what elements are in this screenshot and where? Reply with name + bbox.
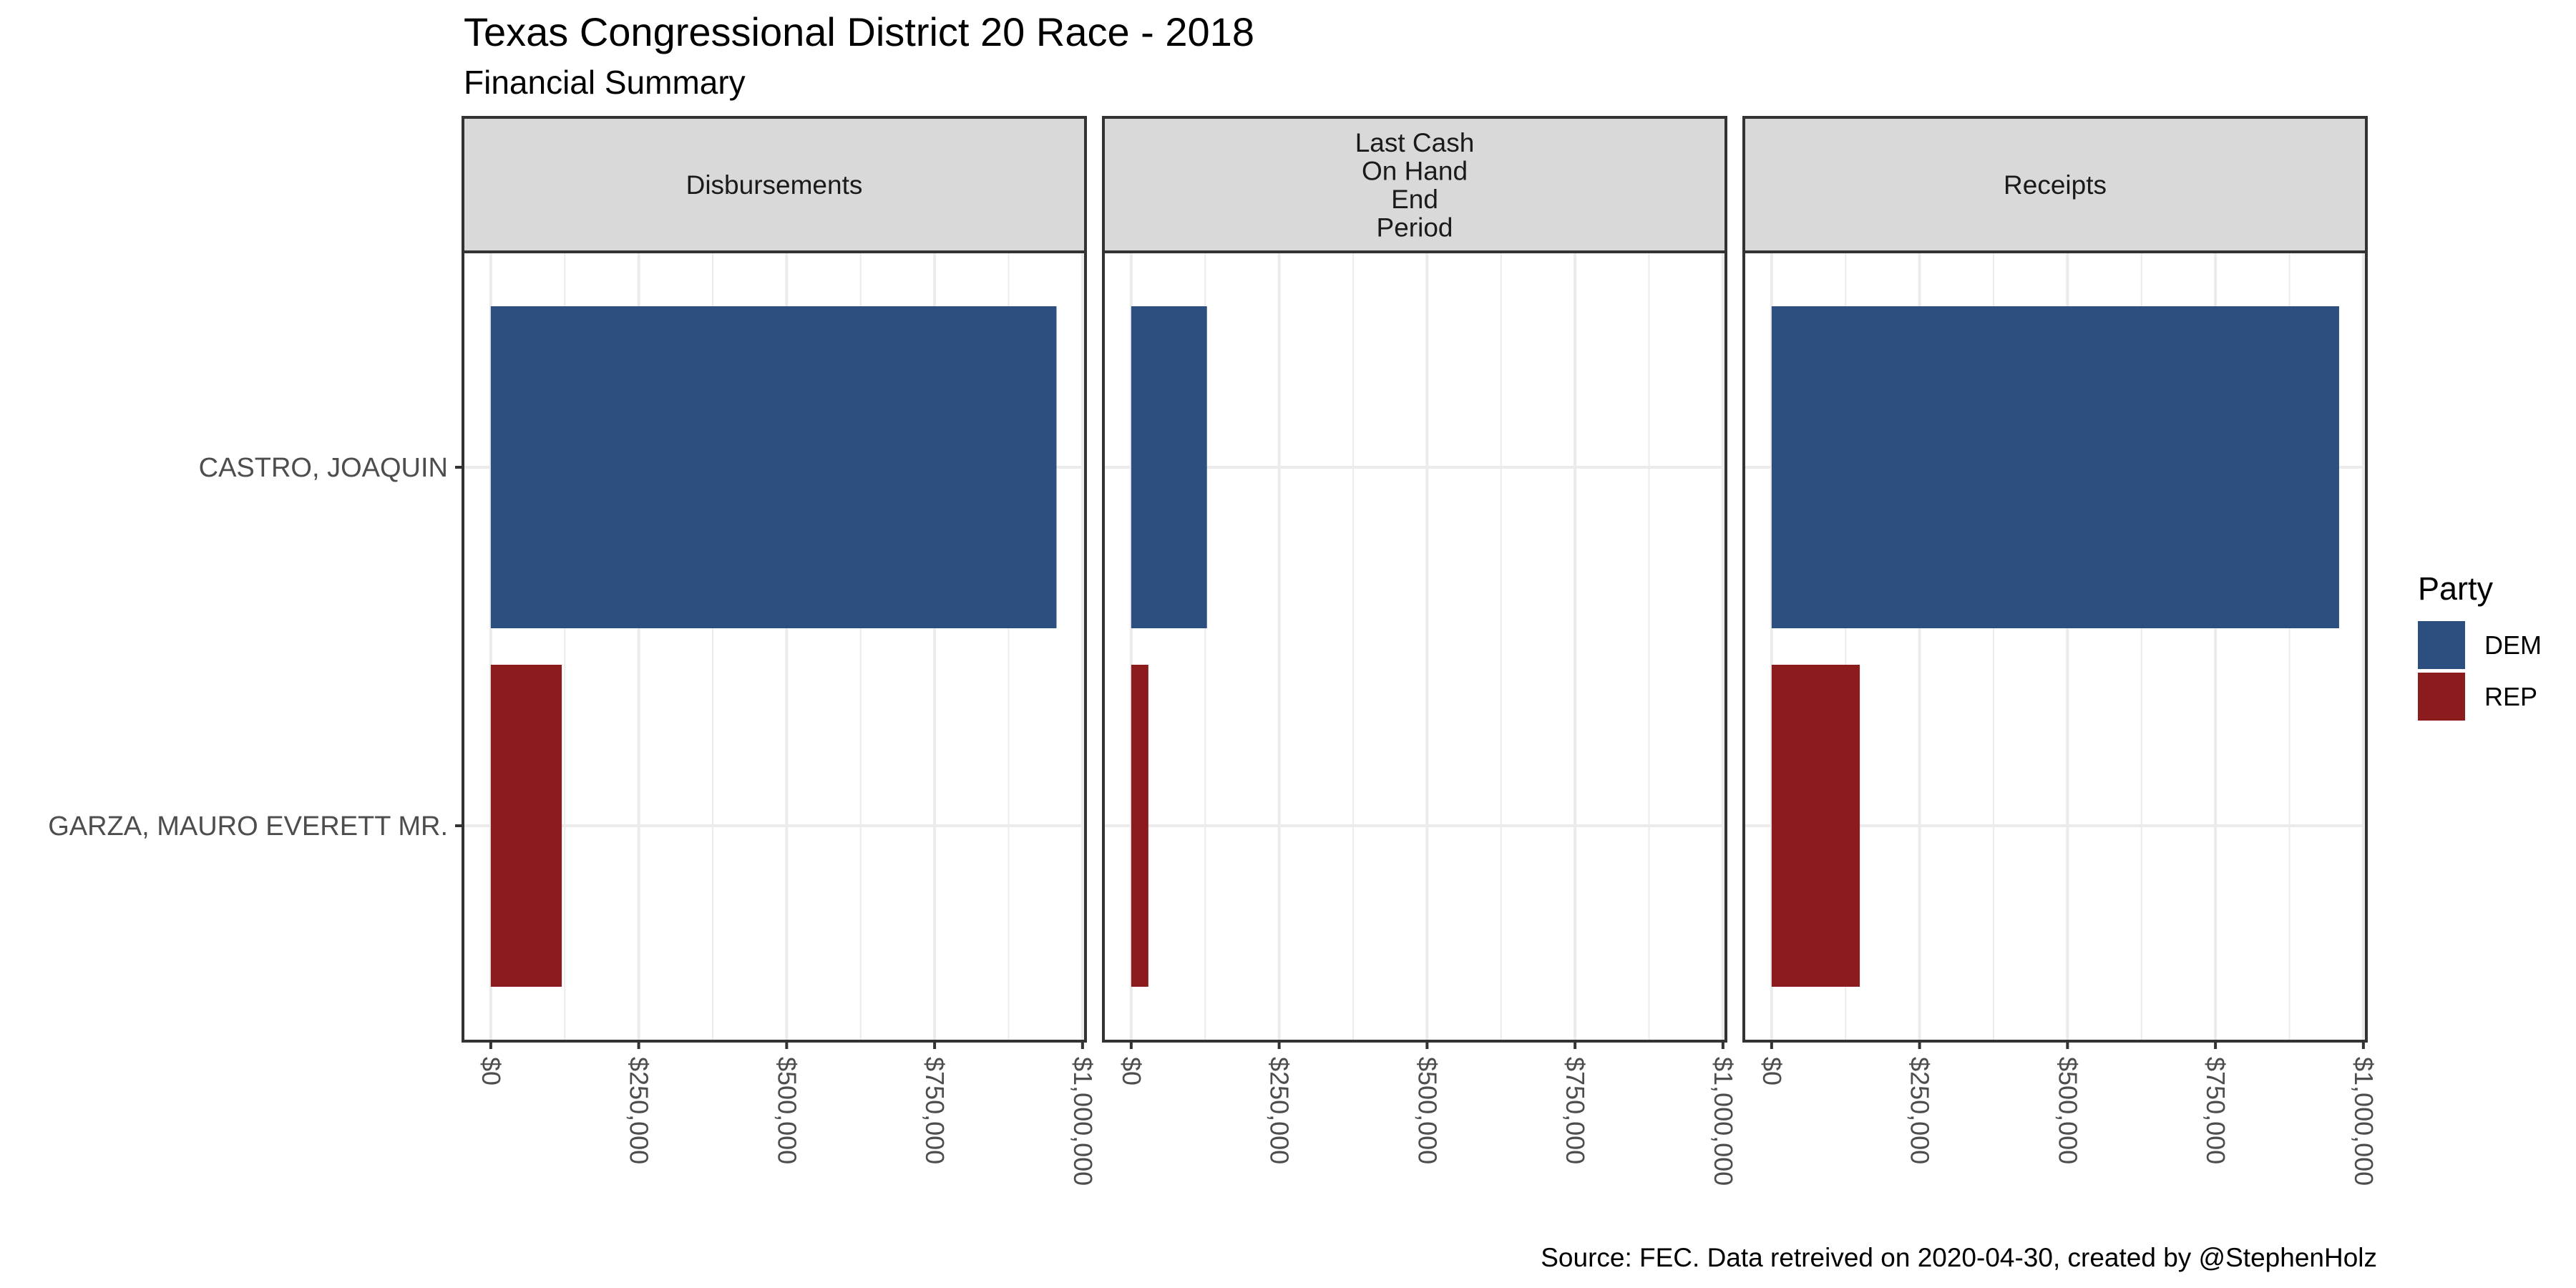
bar-rep: [490, 665, 562, 987]
legend-label-rep: REP: [2484, 682, 2537, 711]
bar-dem: [1131, 306, 1207, 628]
x-tick-label: $1,000,000: [1709, 1057, 1738, 1186]
y-tick-label: CASTRO, JOAQUIN: [199, 453, 448, 483]
legend-label-dem: DEM: [2484, 630, 2542, 660]
chart-caption: Source: FEC. Data retreived on 2020-04-3…: [1541, 1243, 2377, 1272]
facet-strip-label-line: On Hand: [1362, 156, 1468, 185]
y-tick-label: GARZA, MAURO EVERETT MR.: [48, 811, 448, 841]
x-tick-label: $1,000,000: [2349, 1057, 2379, 1186]
x-tick-label: $500,000: [772, 1057, 801, 1164]
facet-strip-label-line: Disbursements: [686, 170, 863, 200]
bar-dem: [1771, 306, 2339, 628]
legend: Party DEM REP: [2418, 570, 2542, 721]
facet-strip-label: Receipts: [2004, 170, 2107, 200]
legend-key-rep: [2418, 673, 2465, 721]
panel-background: [1103, 252, 1726, 1041]
y-axis: CASTRO, JOAQUIN GARZA, MAURO EVERETT MR.: [48, 453, 463, 841]
x-tick-label: $250,000: [625, 1057, 654, 1164]
facet-panel-0: Disbursements $0 $250,000 $500,000 $750,000 $…: [462, 116, 1098, 1186]
chart-title: Texas Congressional District 20 Race - 2…: [464, 9, 1254, 54]
x-tick-label: $250,000: [1265, 1057, 1294, 1164]
x-tick-label: $250,000: [1906, 1057, 1935, 1164]
facet-panel-2: Receipts $0 $250,000 $500,000 $750,000 $1,000…: [1742, 116, 2379, 1186]
facet-strip-label-line: Period: [1377, 213, 1453, 242]
facet-panel-1: Last Cash On Hand End Period $0 $250,000 $500,…: [1102, 116, 1738, 1186]
facet-strip-label: Disbursements: [686, 170, 863, 200]
x-tick-label: $0: [1757, 1057, 1787, 1085]
bar-rep: [1771, 665, 1860, 987]
facet-strip: [1742, 116, 2368, 253]
x-tick-label: $750,000: [920, 1057, 950, 1164]
x-tick-label: $0: [477, 1057, 506, 1085]
facet-strip-label-line: End: [1391, 185, 1438, 214]
bar-dem: [490, 306, 1057, 628]
legend-title: Party: [2418, 570, 2494, 607]
facet-strip: [462, 116, 1087, 253]
x-tick-label: $500,000: [1413, 1057, 1442, 1164]
legend-key-dem: [2418, 621, 2465, 669]
x-tick-label: $750,000: [1561, 1057, 1590, 1164]
facet-strip-label-line: Receipts: [2004, 170, 2107, 200]
x-tick-label: $750,000: [2201, 1057, 2230, 1164]
bar-rep: [1131, 665, 1148, 987]
x-tick-label: $1,000,000: [1068, 1057, 1098, 1186]
x-tick-label: $0: [1117, 1057, 1146, 1085]
facet-strip-label-line: Last Cash: [1355, 128, 1475, 157]
x-tick-label: $500,000: [2053, 1057, 2082, 1164]
facet-strip-label: Last Cash On Hand End Period: [1355, 128, 1475, 243]
facet-panels: Disbursements $0 $250,000 $500,000 $750,000 $…: [462, 116, 2379, 1186]
chart-subtitle: Financial Summary: [464, 64, 746, 101]
facet-strip: [1102, 116, 1727, 253]
